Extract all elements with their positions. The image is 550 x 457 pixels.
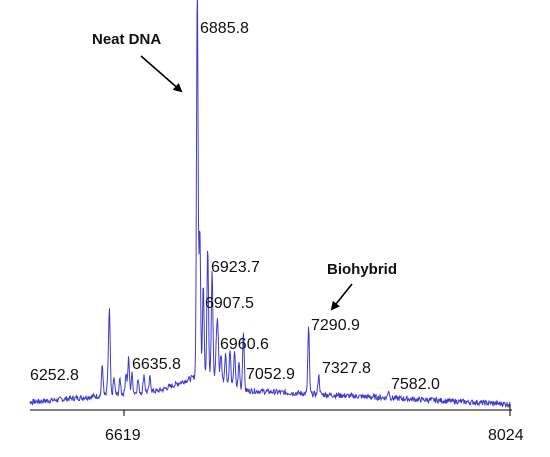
x-tick-label-8024: 8024 (488, 427, 524, 444)
peak-label-6907-5: 6907.5 (205, 295, 254, 312)
peak-label-7290-9: 7290.9 (311, 317, 360, 334)
peak-label-7052-9: 7052.9 (246, 366, 295, 383)
annotation-biohybrid: Biohybrid (327, 261, 397, 278)
peak-label-7327-8: 7327.8 (322, 360, 371, 377)
spectrum-trace (29, 0, 511, 409)
peak-label-6885-8: 6885.8 (200, 20, 249, 37)
peak-label-6960-6: 6960.6 (220, 336, 269, 353)
x-tick-label-6619: 6619 (105, 427, 141, 444)
peak-label-6923-7: 6923.7 (211, 259, 260, 276)
annotation-neat-dna: Neat DNA (92, 31, 161, 48)
peak-label-7582-0: 7582.0 (391, 376, 440, 393)
arrow-neat-dna (140, 55, 183, 93)
peak-label-6252-8: 6252.8 (30, 367, 79, 384)
peak-label-6635-8: 6635.8 (132, 356, 181, 373)
arrow-biohybrid (330, 283, 353, 311)
